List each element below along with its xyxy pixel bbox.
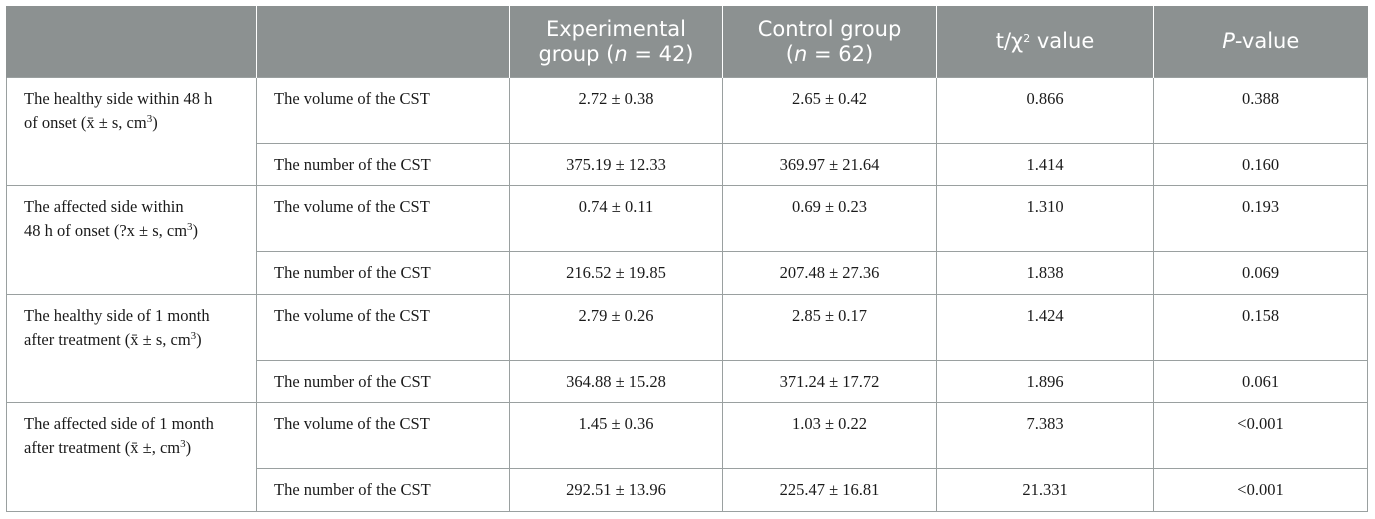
table-row: The healthy side within 48 h of onset (x̄…	[6, 76, 1368, 187]
group-label-line2: of onset (x̄ ± s, cm	[24, 113, 147, 132]
header-experimental-group: Experimental group (n = 42)	[509, 6, 723, 78]
header-control-group: Control group (n = 62)	[722, 6, 937, 78]
header-experimental-line2-pre: group (	[538, 41, 615, 66]
test-value: 1.838	[936, 251, 1154, 295]
table-row: The affected side of 1 month after treatm…	[6, 402, 1368, 512]
table-row: The number of the CST 375.19 ± 12.33 369…	[7, 142, 1368, 187]
header-measure	[256, 6, 510, 78]
experimental-value: 364.88 ± 15.28	[509, 359, 723, 404]
group-label: The affected side within 48 h of onset (?…	[6, 185, 257, 295]
control-value: 369.97 ± 21.64	[722, 142, 937, 187]
group-label-line2: after treatment (x̄ ± s, cm	[24, 329, 191, 349]
experimental-value: 2.79 ± 0.26	[509, 293, 723, 361]
header-control-line2-pre: (	[785, 41, 794, 66]
control-value: 0.69 ± 0.23	[722, 185, 937, 253]
header-p-value: P-value	[1153, 6, 1368, 78]
measure-cell: The number of the CST	[256, 142, 510, 187]
measure-cell: The volume of the CST	[256, 77, 510, 144]
test-value: 21.331	[936, 468, 1154, 512]
control-value: 2.65 ± 0.42	[722, 77, 937, 144]
header-p-rest: -value	[1234, 29, 1300, 53]
table-row: The healthy side of 1 month after treatme…	[6, 293, 1368, 404]
p-value: 0.069	[1153, 251, 1368, 295]
test-value: 0.866	[936, 77, 1154, 144]
table-row: The number of the CST 292.51 ± 13.96 225…	[7, 468, 1368, 512]
group-label-line1: The healthy side of 1 month	[24, 305, 210, 325]
group-label-close: )	[192, 221, 199, 241]
header-row: Experimental group (n = 42) Control group…	[6, 6, 1368, 78]
control-value: 371.24 ± 17.72	[722, 359, 937, 404]
header-group-label	[6, 6, 257, 78]
group-label-line1: The affected side within	[24, 197, 184, 217]
test-value: 7.383	[936, 402, 1154, 470]
table-header: Experimental group (n = 42) Control group…	[6, 6, 1368, 78]
control-value: 225.47 ± 16.81	[722, 468, 937, 512]
header-control-n: n	[794, 41, 808, 66]
group-label-sup: 3	[190, 329, 197, 342]
test-value: 1.414	[936, 142, 1154, 187]
header-experimental-line1: Experimental	[545, 16, 687, 41]
header-experimental-line2-post: = 42)	[627, 41, 694, 66]
group-label-line1: The affected side of 1 month	[24, 414, 214, 434]
group-label-sup: 3	[146, 113, 153, 125]
header-test-pre: t/χ	[995, 29, 1024, 53]
header-test-post: value	[1030, 29, 1095, 53]
experimental-value: 216.52 ± 19.85	[509, 251, 723, 295]
test-value: 1.310	[936, 185, 1154, 253]
p-value: 0.160	[1153, 142, 1368, 187]
experimental-value: 292.51 ± 13.96	[509, 468, 723, 512]
group-label-line2: after treatment (x̄ ±, cm	[24, 438, 181, 458]
header-test-sup: 2	[1023, 32, 1031, 45]
experimental-value: 0.74 ± 0.11	[509, 185, 723, 253]
header-p-italic: P	[1222, 29, 1235, 53]
table-body: The healthy side within 48 h of onset (x̄…	[6, 76, 1368, 512]
table-row: The number of the CST 364.88 ± 15.28 371…	[7, 359, 1368, 404]
measure-cell: The volume of the CST	[256, 402, 510, 470]
experimental-value: 2.72 ± 0.38	[509, 77, 723, 144]
header-control-line2-post: = 62)	[807, 41, 874, 66]
group-label: The healthy side within 48 h of onset (x̄…	[6, 76, 257, 187]
measure-cell: The number of the CST	[256, 251, 510, 295]
results-table: Experimental group (n = 42) Control group…	[6, 6, 1368, 512]
measure-cell: The number of the CST	[256, 359, 510, 404]
test-value: 1.896	[936, 359, 1154, 404]
test-value: 1.424	[936, 293, 1154, 361]
group-label: The affected side of 1 month after treatm…	[6, 402, 257, 512]
p-value: <0.001	[1153, 402, 1368, 470]
header-experimental-n: n	[614, 41, 628, 66]
experimental-value: 1.45 ± 0.36	[509, 402, 723, 470]
experimental-value: 375.19 ± 12.33	[509, 142, 723, 187]
group-label-sup: 3	[187, 221, 193, 234]
group-label-close: )	[196, 329, 202, 349]
group-label-line1: The healthy side within 48 h	[24, 89, 213, 108]
p-value: <0.001	[1153, 468, 1368, 512]
header-test-value: t/χ2 value	[936, 6, 1154, 78]
measure-cell: The volume of the CST	[256, 185, 510, 253]
p-value: 0.388	[1153, 77, 1368, 144]
group-label-close: )	[152, 113, 158, 132]
p-value: 0.061	[1153, 359, 1368, 404]
p-value: 0.158	[1153, 293, 1368, 361]
table-row: The affected side within 48 h of onset (?…	[6, 185, 1368, 295]
control-value: 1.03 ± 0.22	[722, 402, 937, 470]
measure-cell: The number of the CST	[256, 468, 510, 512]
control-value: 207.48 ± 27.36	[722, 251, 937, 295]
group-label-sup: 3	[180, 438, 186, 451]
measure-cell: The volume of the CST	[256, 293, 510, 361]
header-control-line1: Control group	[757, 16, 902, 41]
group-label-line2: 48 h of onset (?x ± s, cm	[24, 221, 188, 241]
control-value: 2.85 ± 0.17	[722, 293, 937, 361]
group-label: The healthy side of 1 month after treatme…	[6, 293, 257, 404]
group-label-close: )	[185, 438, 192, 458]
p-value: 0.193	[1153, 185, 1368, 253]
